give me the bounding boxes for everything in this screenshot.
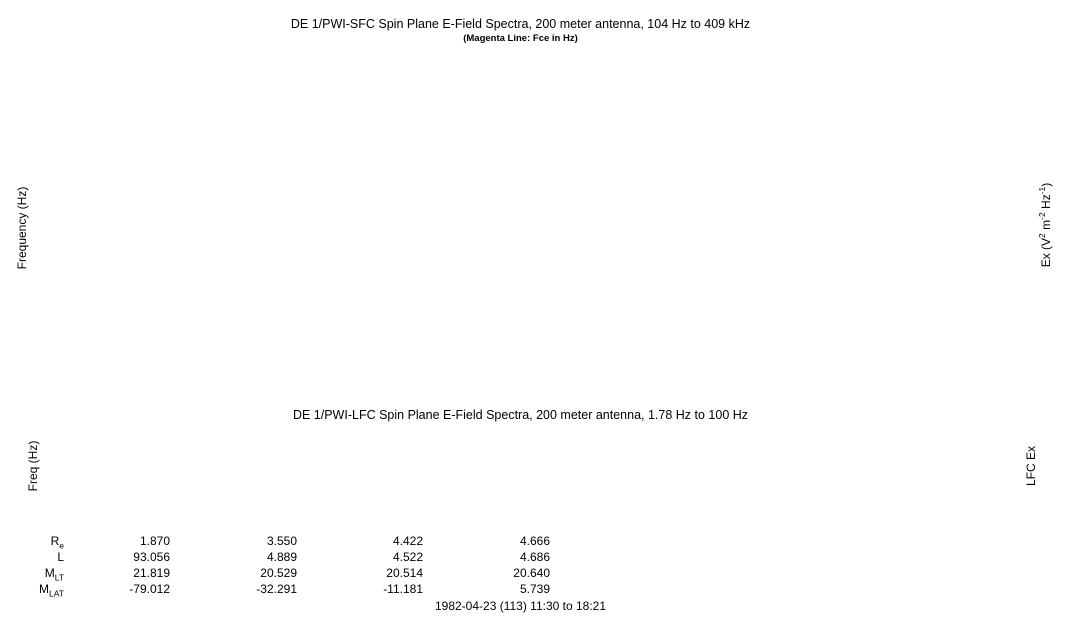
ephemeris-value: 20.514 xyxy=(386,566,423,580)
sfc-y-axis-label: Frequency (Hz) xyxy=(15,186,29,270)
ephemeris-row: Re 1.870 3.550 4.422 4.666 xyxy=(0,534,620,551)
sfc-colorbar-label: Ex (V2 m-2 Hz-1) xyxy=(1037,182,1053,268)
ephemeris-row-label: MLAT xyxy=(39,582,64,599)
ephemeris-value: 20.529 xyxy=(260,566,297,580)
lfc-colorbar-label: LFC Ex xyxy=(1024,446,1038,487)
ephemeris-row: MLT 21.819 20.529 20.514 20.640 xyxy=(0,566,620,583)
sfc-panel-title: DE 1/PWI-SFC Spin Plane E-Field Spectra,… xyxy=(290,17,751,31)
ephemeris-value: 5.739 xyxy=(519,582,550,596)
ephemeris-value: 4.686 xyxy=(519,550,550,564)
ephemeris-value: 3.550 xyxy=(266,534,297,548)
ephemeris-row: MLAT -79.012 -32.291 -11.181 5.739 xyxy=(0,582,620,599)
lfc-y-axis-label: Freq (Hz) xyxy=(26,440,40,492)
date-range-footer: 1982-04-23 (113) 11:30 to 18:21 xyxy=(434,599,607,613)
ephemeris-value: 21.819 xyxy=(133,566,170,580)
ephemeris-value: -32.291 xyxy=(256,582,297,596)
ephemeris-value: 4.422 xyxy=(392,534,423,548)
ephemeris-row-label: Re xyxy=(50,534,64,551)
sfc-panel-subtitle: (Magenta Line: Fce in Hz) xyxy=(463,33,578,44)
ephemeris-value: -79.012 xyxy=(129,582,170,596)
ephemeris-value: 4.889 xyxy=(266,550,297,564)
ephemeris-row: L 93.056 4.889 4.522 4.686 xyxy=(0,550,620,564)
ephemeris-row-label: L xyxy=(57,550,64,564)
ephemeris-value: 4.522 xyxy=(392,550,423,564)
ephemeris-value: 4.666 xyxy=(519,534,550,548)
lfc-panel-title: DE 1/PWI-LFC Spin Plane E-Field Spectra,… xyxy=(292,408,749,422)
ephemeris-value: -11.181 xyxy=(383,582,423,596)
ephemeris-value: 93.056 xyxy=(133,550,170,564)
ephemeris-value: 20.640 xyxy=(513,566,550,580)
ephemeris-row-label: MLT xyxy=(44,566,64,583)
ephemeris-value: 1.870 xyxy=(139,534,170,548)
